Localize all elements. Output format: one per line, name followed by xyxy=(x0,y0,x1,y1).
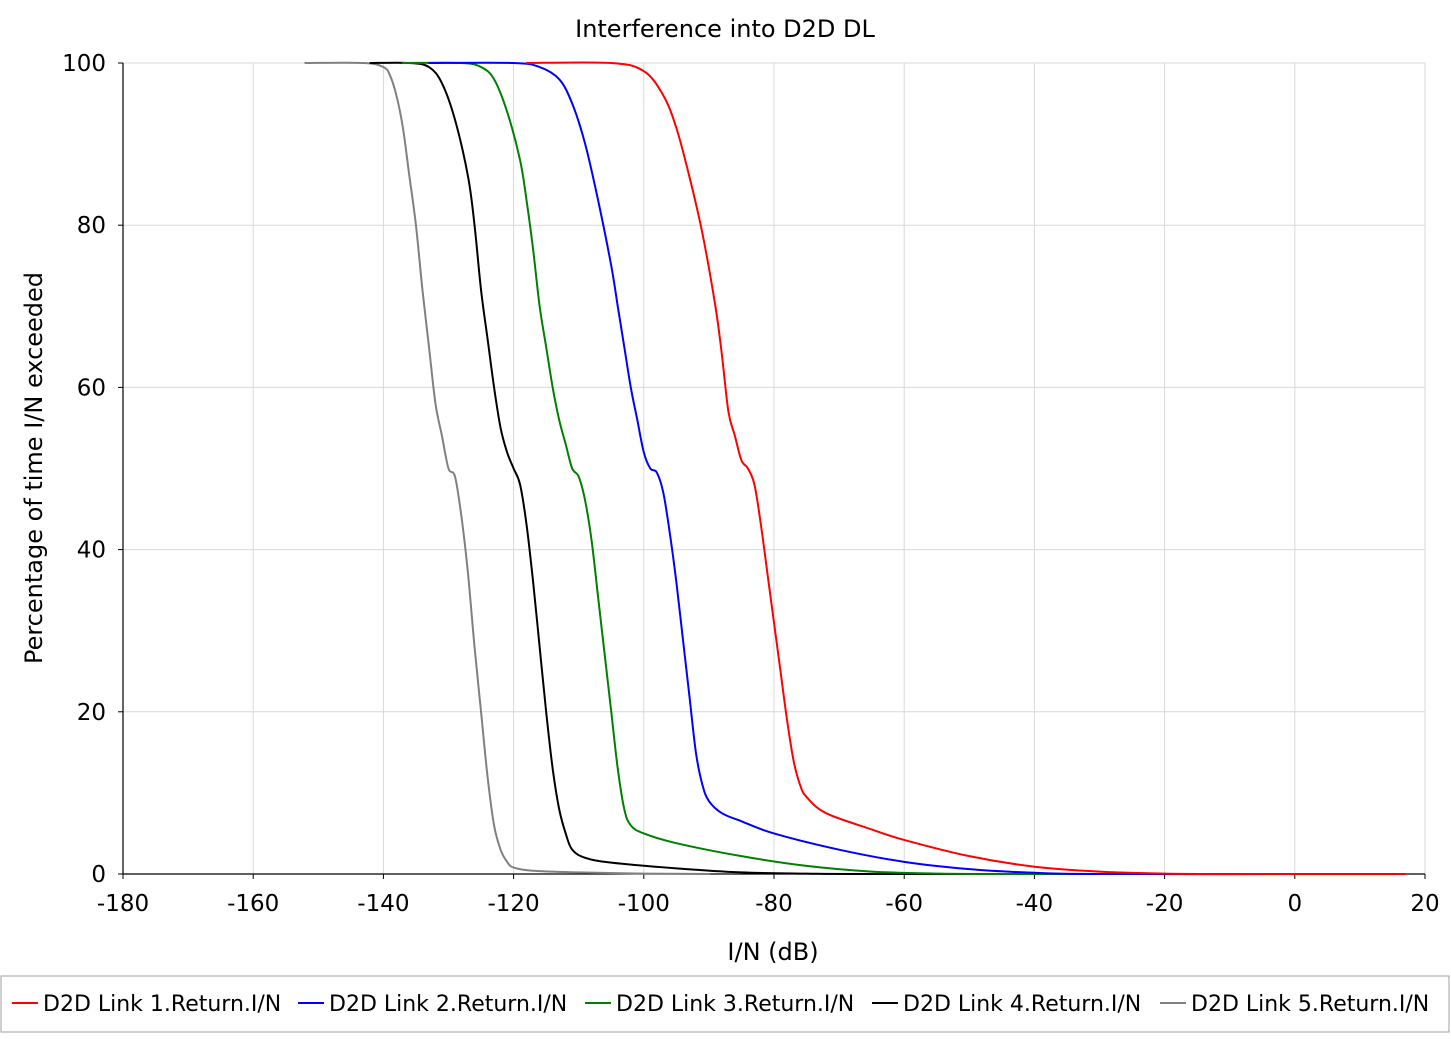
series-line xyxy=(525,61,1407,876)
series-line xyxy=(369,61,1205,876)
series-line xyxy=(401,61,1238,876)
tick-labels: -180 -160 -140 -120 -100 -80 -60 -40 -20 0 20 0 20 40… xyxy=(62,51,1440,917)
x-tick-label: -120 xyxy=(487,891,539,917)
series-line xyxy=(304,61,710,875)
grid xyxy=(123,62,1426,874)
x-tick-label: -140 xyxy=(357,891,409,917)
x-tick-label: -100 xyxy=(618,891,670,917)
chart-title: Interference into D2D DL xyxy=(575,15,875,43)
x-tick-label: -60 xyxy=(885,891,923,917)
series-lines xyxy=(304,61,1407,876)
x-tick-label: -160 xyxy=(227,891,279,917)
x-tick-label: -20 xyxy=(1146,891,1184,917)
legend-label: D2D Link 2.Return.I/N xyxy=(329,992,567,1017)
x-tick-label: 20 xyxy=(1410,891,1439,917)
series-line xyxy=(427,61,1361,876)
y-tick-label: 40 xyxy=(77,538,106,564)
y-tick-label: 60 xyxy=(77,375,106,401)
legend-label: D2D Link 5.Return.I/N xyxy=(1191,992,1429,1017)
legend-label: D2D Link 4.Return.I/N xyxy=(903,992,1141,1017)
legend-label: D2D Link 1.Return.I/N xyxy=(43,992,281,1017)
x-tick-label: -40 xyxy=(1016,891,1054,917)
x-tick-label: -180 xyxy=(97,891,149,917)
y-tick-label: 100 xyxy=(62,51,106,77)
y-tick-label: 20 xyxy=(77,700,106,726)
y-tick-label: 0 xyxy=(91,862,106,888)
legend: D2D Link 1.Return.I/N D2D Link 2.Return.I… xyxy=(0,975,1450,1033)
axes xyxy=(118,62,1426,879)
x-tick-label: 0 xyxy=(1287,891,1302,917)
x-tick-label: -80 xyxy=(755,891,793,917)
y-tick-label: 80 xyxy=(77,213,106,239)
legend-box xyxy=(0,975,1450,1033)
y-axis-label: Percentage of time I/N exceeded xyxy=(20,272,48,664)
x-axis-label: I/N (dB) xyxy=(727,938,818,966)
legend-label: D2D Link 3.Return.I/N xyxy=(616,992,854,1017)
legend-items: D2D Link 1.Return.I/N D2D Link 2.Return.I… xyxy=(12,992,1429,1017)
